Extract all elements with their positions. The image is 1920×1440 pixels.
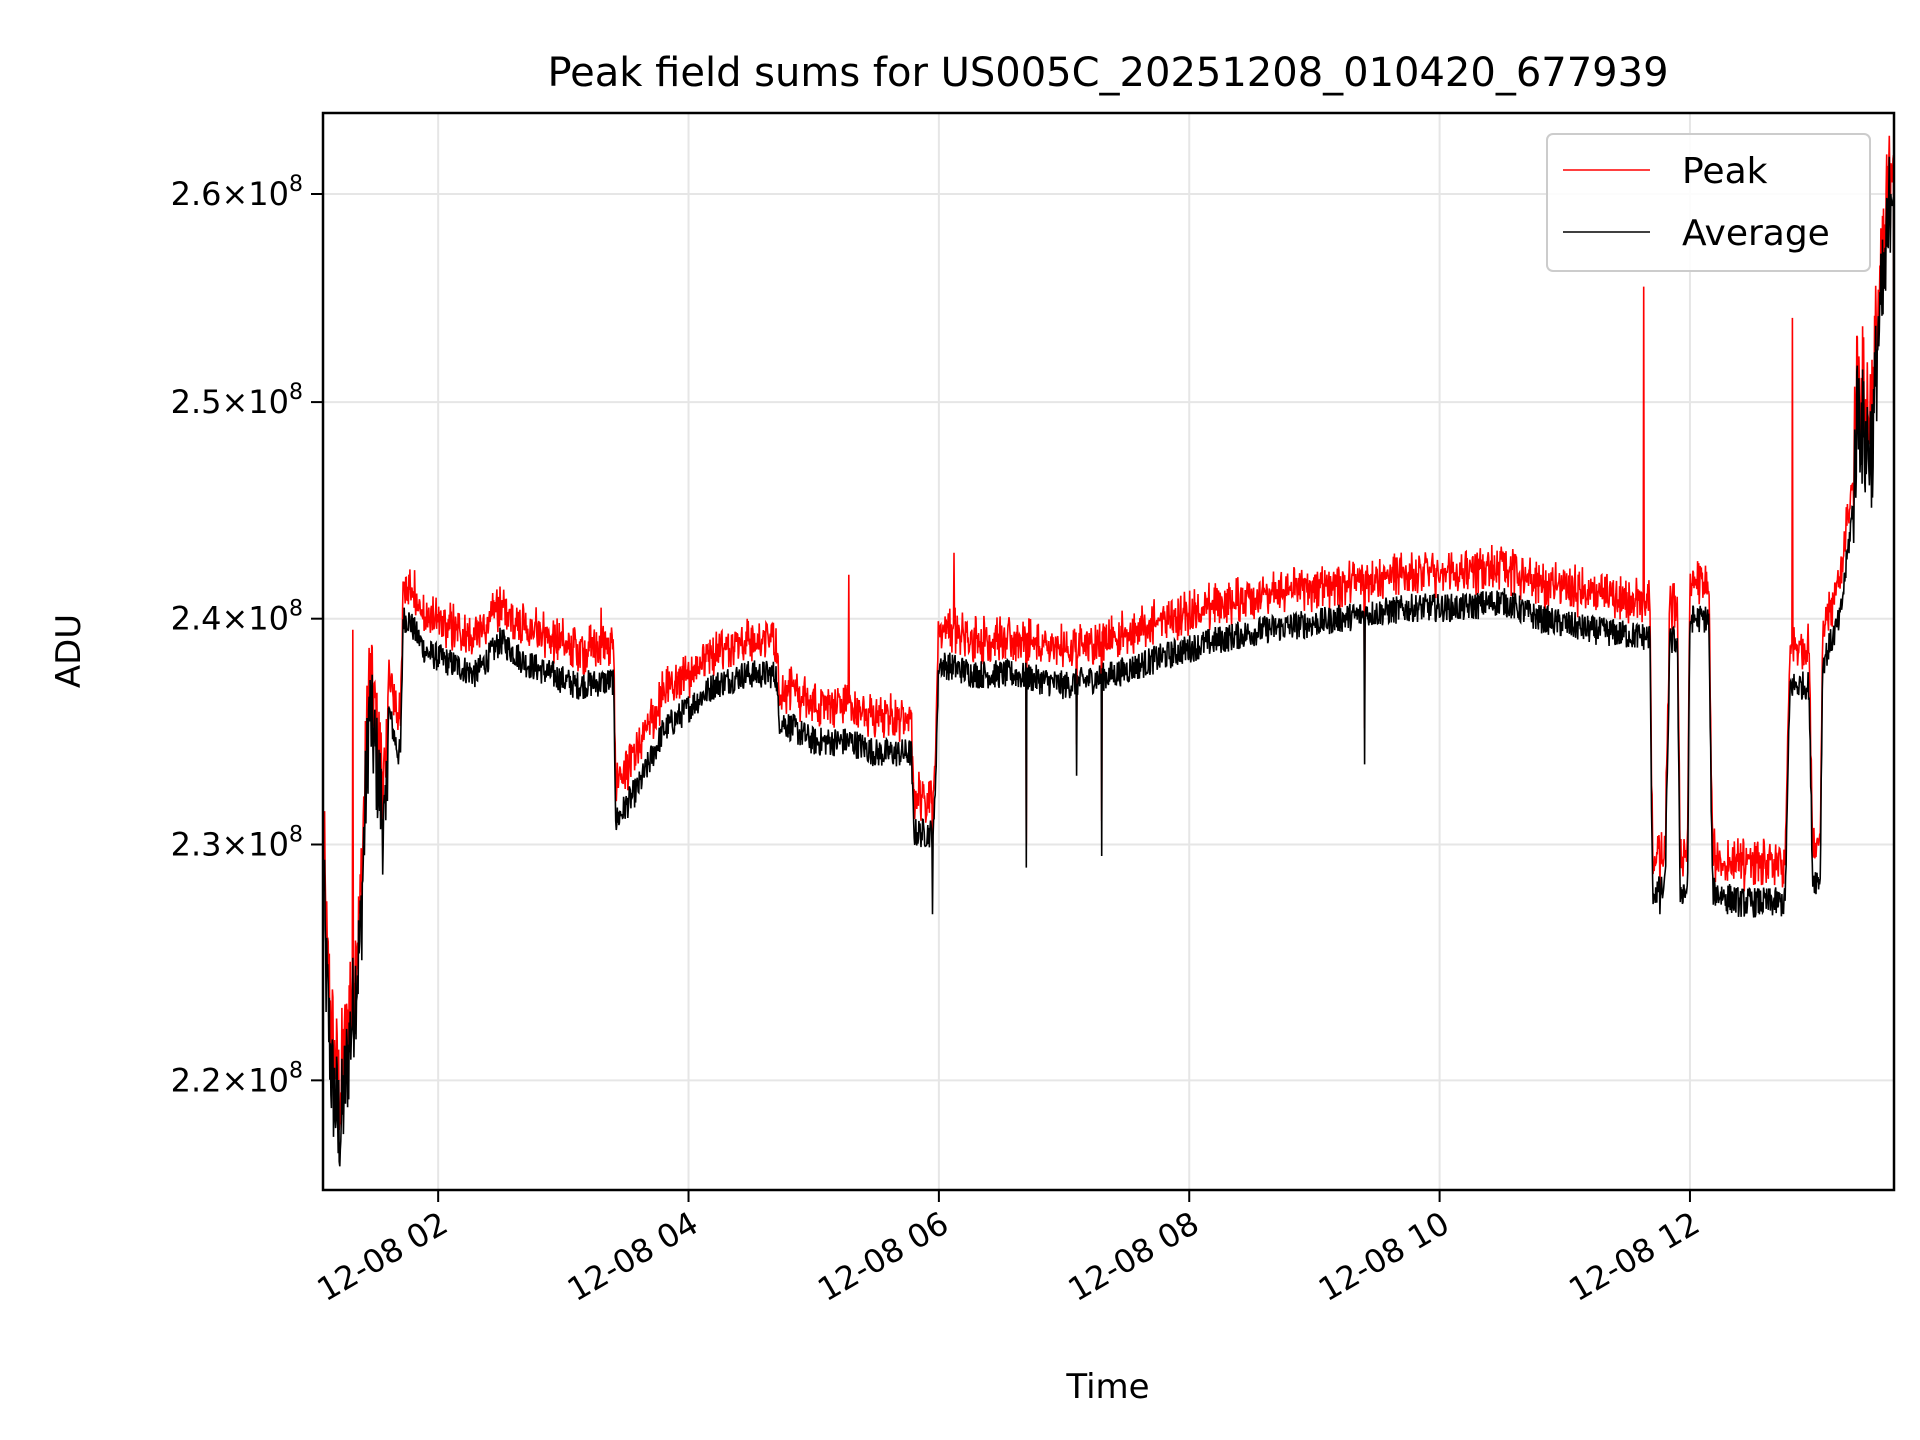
legend-box — [1546, 133, 1871, 272]
y-tick-times-ten: ×10 — [221, 600, 289, 638]
y-tick-exponent: 8 — [289, 822, 303, 847]
y-tick-exponent: 8 — [289, 1058, 303, 1083]
y-tick-label: 2.6×108 — [171, 172, 303, 213]
y-tick-mantissa: 2.3 — [171, 825, 222, 863]
series-line-peak — [323, 135, 1894, 1130]
y-tick-mantissa: 2.5 — [171, 383, 222, 421]
y-axis-label: ADU — [49, 614, 89, 688]
y-tick-mantissa: 2.2 — [171, 1061, 222, 1099]
plot-frame — [321, 111, 1896, 1192]
series-line-average — [323, 156, 1894, 1167]
y-tick-times-ten: ×10 — [221, 825, 289, 863]
y-tick-exponent: 8 — [289, 597, 303, 622]
y-tick-label: 2.4×108 — [171, 597, 303, 638]
y-tick-label: 2.5×108 — [171, 380, 303, 421]
legend-label-average: Average — [1682, 213, 1830, 254]
y-tick-exponent: 8 — [289, 172, 303, 197]
y-tick-times-ten: ×10 — [221, 383, 289, 421]
y-tick-label: 2.3×108 — [171, 822, 303, 863]
legend: Peak Average — [1546, 133, 1871, 272]
y-tick-mantissa: 2.6 — [171, 175, 222, 213]
y-tick-exponent: 8 — [289, 380, 303, 405]
y-tick-times-ten: ×10 — [221, 1061, 289, 1099]
x-axis-label: Time — [1065, 1367, 1149, 1407]
chart-title: Peak field sums for US005C_20251208_0104… — [547, 50, 1668, 96]
series-layer — [323, 135, 1894, 1167]
legend-label-peak: Peak — [1682, 151, 1768, 192]
y-tick-mantissa: 2.4 — [171, 600, 222, 638]
y-tick-times-ten: ×10 — [221, 175, 289, 213]
y-tick-label: 2.2×108 — [171, 1058, 303, 1099]
